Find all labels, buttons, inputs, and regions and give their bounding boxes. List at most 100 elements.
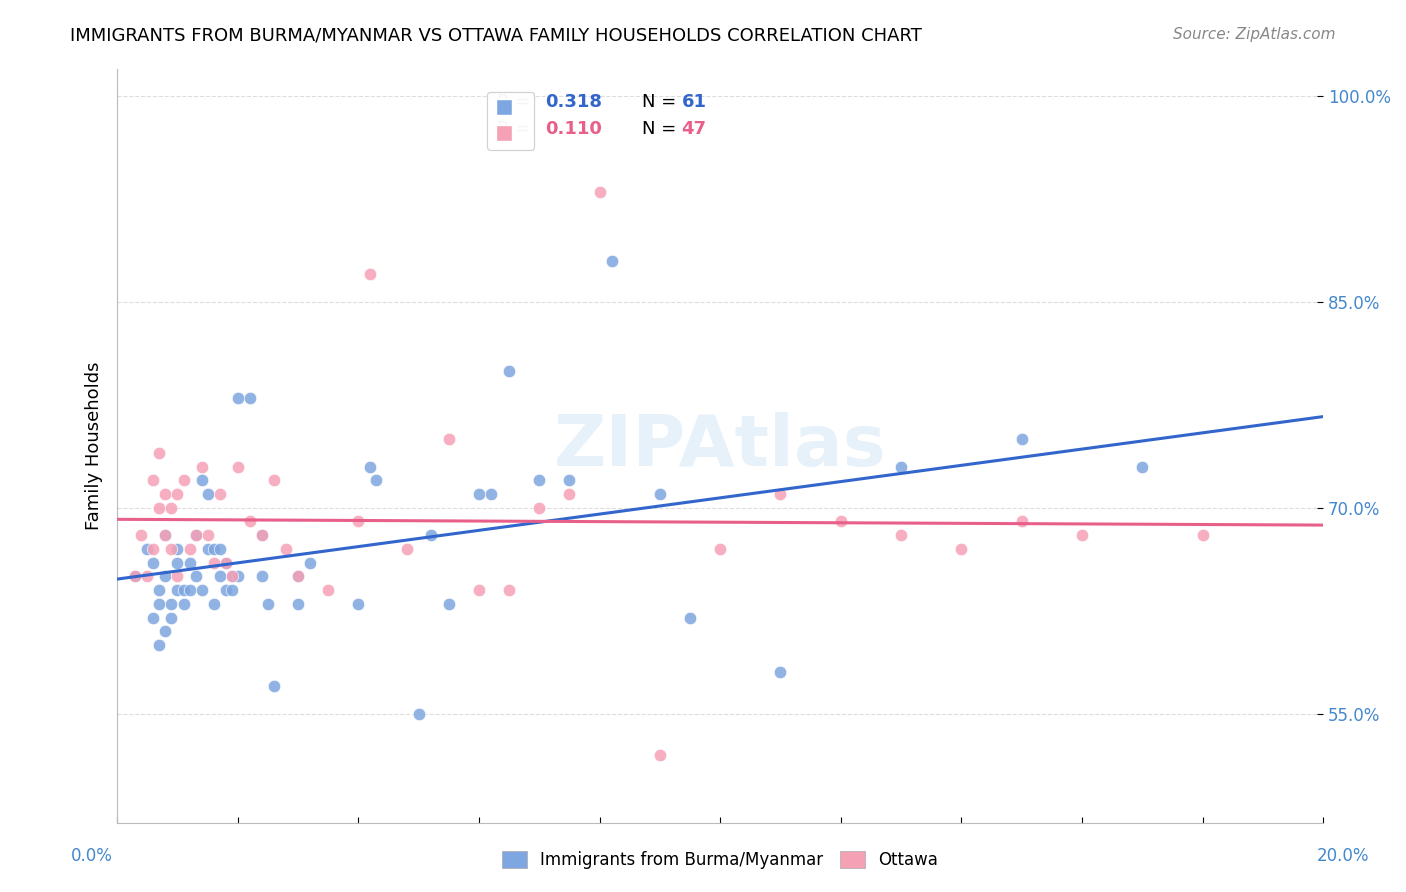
Text: 0.318: 0.318 (546, 94, 602, 112)
Point (890, 459, 912, 474)
Point (190, 459, 212, 474)
Point (287, 569, 309, 583)
Y-axis label: Family Households: Family Households (86, 362, 103, 530)
Point (190, 583, 212, 598)
Point (179, 583, 201, 598)
Point (142, 556, 165, 570)
Point (148, 583, 170, 598)
Point (131, 528, 153, 542)
Point (208, 487, 231, 501)
Point (648, 747, 671, 762)
Point (769, 487, 792, 501)
Point (950, 541, 973, 556)
Point (173, 583, 195, 598)
Point (1011, 432, 1033, 446)
Point (226, 459, 249, 474)
Point (529, 473, 551, 487)
Point (239, 515, 262, 529)
Point (600, 253, 623, 268)
Point (830, 515, 852, 529)
Point (769, 665, 792, 680)
Point (173, 473, 195, 487)
Point (155, 487, 177, 501)
Text: N =: N = (641, 94, 682, 112)
Text: 61: 61 (682, 94, 707, 112)
Point (1191, 528, 1213, 542)
Point (197, 528, 219, 542)
Point (215, 556, 238, 570)
Point (347, 597, 370, 611)
Text: Source: ZipAtlas.com: Source: ZipAtlas.com (1173, 27, 1336, 42)
Point (166, 556, 188, 570)
Text: IMMIGRANTS FROM BURMA/MYANMAR VS OTTAWA FAMILY HOUSEHOLDS CORRELATION CHART: IMMIGRANTS FROM BURMA/MYANMAR VS OTTAWA … (70, 27, 922, 45)
Point (437, 597, 460, 611)
Point (155, 624, 177, 639)
Point (155, 569, 177, 583)
Point (221, 569, 243, 583)
Text: N =: N = (641, 120, 682, 138)
Point (890, 528, 912, 542)
Point (287, 569, 309, 583)
Point (202, 556, 225, 570)
Point (588, 185, 610, 199)
Point (468, 487, 491, 501)
Point (173, 597, 195, 611)
Point (226, 569, 249, 583)
Point (160, 541, 183, 556)
Point (197, 487, 219, 501)
Point (184, 528, 207, 542)
Point (1011, 515, 1033, 529)
Point (184, 569, 207, 583)
Text: 0.0%: 0.0% (70, 847, 112, 865)
Point (148, 638, 170, 652)
Point (239, 391, 262, 405)
Point (190, 473, 212, 487)
Point (263, 473, 285, 487)
Point (202, 597, 225, 611)
Point (179, 541, 201, 556)
Point (366, 473, 388, 487)
Point (316, 583, 339, 598)
Point (124, 569, 146, 583)
Point (124, 569, 146, 583)
Point (160, 597, 183, 611)
Point (215, 583, 238, 598)
Point (166, 487, 188, 501)
Legend: , : , (488, 92, 534, 150)
Point (419, 528, 441, 542)
Point (166, 541, 188, 556)
Point (160, 610, 183, 624)
Point (679, 610, 702, 624)
Point (166, 569, 188, 583)
Text: R =: R = (498, 94, 536, 112)
Point (479, 487, 502, 501)
Point (136, 541, 159, 556)
Point (558, 473, 581, 487)
Point (437, 432, 460, 446)
Point (498, 583, 520, 598)
Text: 47: 47 (682, 120, 707, 138)
Point (208, 541, 231, 556)
Point (166, 583, 188, 598)
Point (347, 515, 370, 529)
Point (160, 500, 183, 515)
Point (148, 500, 170, 515)
Text: 20.0%: 20.0% (1316, 847, 1369, 865)
Point (142, 610, 165, 624)
Point (468, 583, 491, 598)
Point (221, 583, 243, 598)
Point (1130, 459, 1153, 474)
Point (142, 541, 165, 556)
Point (408, 706, 430, 721)
Point (274, 541, 297, 556)
Point (155, 528, 177, 542)
Point (250, 528, 273, 542)
Point (359, 459, 381, 474)
Point (299, 556, 322, 570)
Point (287, 597, 309, 611)
Point (226, 391, 249, 405)
Point (142, 473, 165, 487)
Point (709, 541, 731, 556)
Point (208, 569, 231, 583)
Point (498, 363, 520, 377)
